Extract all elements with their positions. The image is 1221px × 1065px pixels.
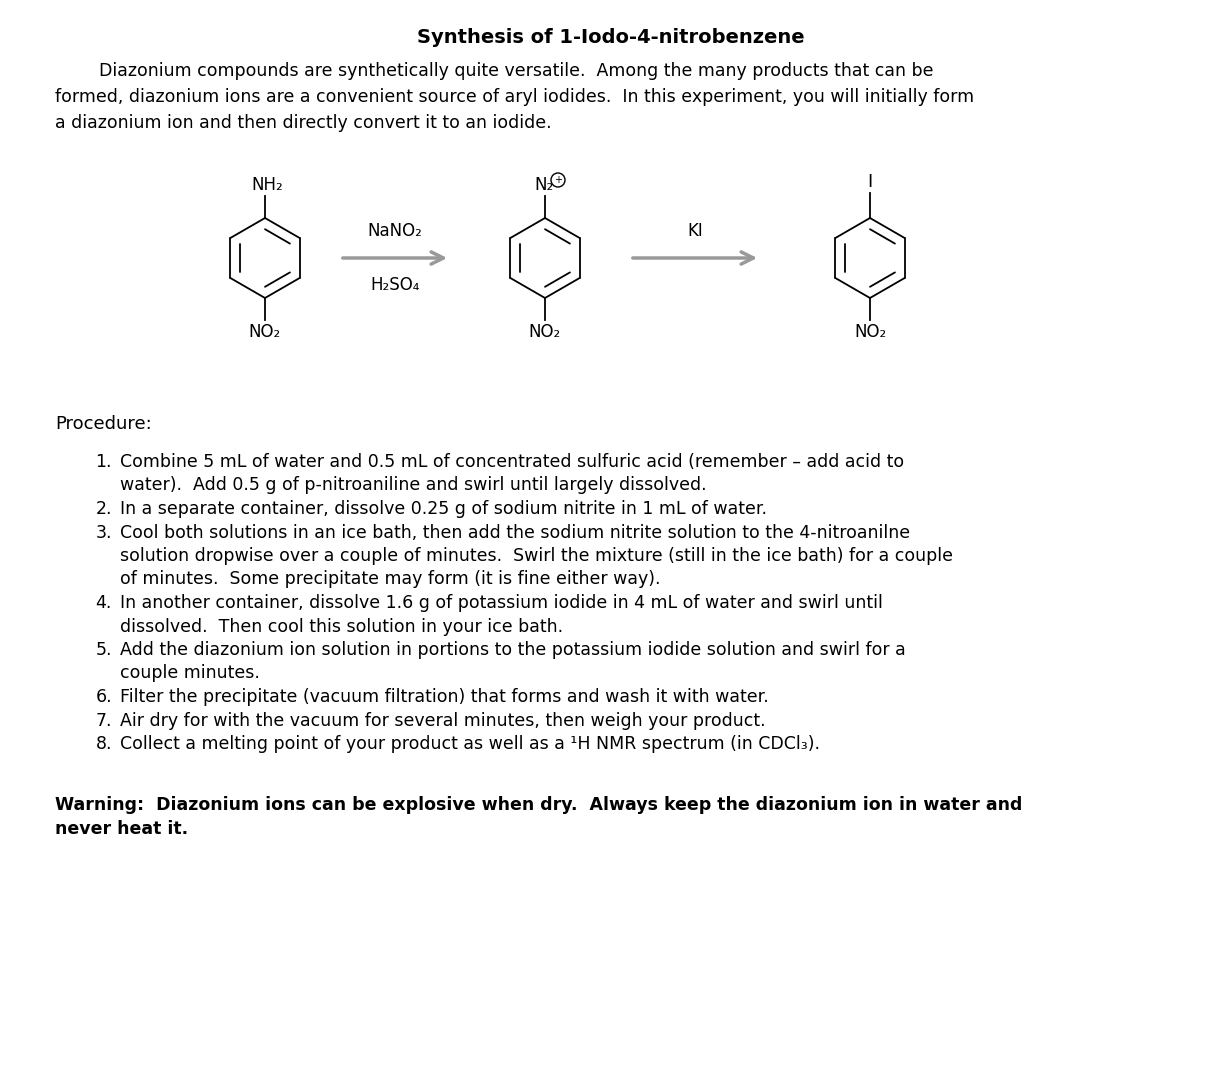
- Text: a diazonium ion and then directly convert it to an iodide.: a diazonium ion and then directly conver…: [55, 114, 552, 132]
- Text: 4.: 4.: [95, 594, 112, 612]
- Text: +: +: [554, 175, 562, 185]
- Text: Cool both solutions in an ice bath, then add the sodium nitrite solution to the : Cool both solutions in an ice bath, then…: [120, 524, 910, 541]
- Text: Diazonium compounds are synthetically quite versatile.  Among the many products : Diazonium compounds are synthetically qu…: [55, 62, 934, 80]
- Text: In another container, dissolve 1.6 g of potassium iodide in 4 mL of water and sw: In another container, dissolve 1.6 g of …: [120, 594, 883, 612]
- Text: NO₂: NO₂: [853, 323, 886, 341]
- Text: KI: KI: [687, 222, 703, 240]
- Text: NO₂: NO₂: [249, 323, 281, 341]
- Text: 2.: 2.: [95, 499, 112, 518]
- Text: 7.: 7.: [95, 711, 112, 730]
- Text: Procedure:: Procedure:: [55, 415, 151, 433]
- Text: Synthesis of 1-Iodo-4-nitrobenzene: Synthesis of 1-Iodo-4-nitrobenzene: [416, 28, 805, 47]
- Text: 3.: 3.: [95, 524, 112, 541]
- Text: Warning:  Diazonium ions can be explosive when dry.  Always keep the diazonium i: Warning: Diazonium ions can be explosive…: [55, 797, 1022, 815]
- Text: never heat it.: never heat it.: [55, 820, 188, 838]
- Text: solution dropwise over a couple of minutes.  Swirl the mixture (still in the ice: solution dropwise over a couple of minut…: [120, 547, 954, 566]
- Text: 1.: 1.: [95, 453, 112, 471]
- Text: Combine 5 mL of water and 0.5 mL of concentrated sulfuric acid (remember – add a: Combine 5 mL of water and 0.5 mL of conc…: [120, 453, 904, 471]
- Text: water).  Add 0.5 g of p-nitroaniline and swirl until largely dissolved.: water). Add 0.5 g of p-nitroaniline and …: [120, 476, 707, 494]
- Text: Air dry for with the vacuum for several minutes, then weigh your product.: Air dry for with the vacuum for several …: [120, 711, 766, 730]
- Text: NaNO₂: NaNO₂: [368, 222, 422, 240]
- Text: of minutes.  Some precipitate may form (it is fine either way).: of minutes. Some precipitate may form (i…: [120, 571, 661, 589]
- Text: N₂: N₂: [535, 176, 553, 194]
- Text: H₂SO₄: H₂SO₄: [370, 276, 420, 294]
- Text: NO₂: NO₂: [529, 323, 562, 341]
- Text: dissolved.  Then cool this solution in your ice bath.: dissolved. Then cool this solution in yo…: [120, 618, 563, 636]
- Text: I: I: [867, 173, 873, 191]
- Text: NH₂: NH₂: [252, 176, 283, 194]
- Text: Add the diazonium ion solution in portions to the potassium iodide solution and : Add the diazonium ion solution in portio…: [120, 641, 906, 659]
- Text: 5.: 5.: [95, 641, 112, 659]
- Text: formed, diazonium ions are a convenient source of aryl iodides.  In this experim: formed, diazonium ions are a convenient …: [55, 88, 974, 107]
- Text: 8.: 8.: [95, 735, 112, 753]
- Text: Collect a melting point of your product as well as a ¹H NMR spectrum (in CDCl₃).: Collect a melting point of your product …: [120, 735, 821, 753]
- Text: 6.: 6.: [95, 688, 112, 706]
- Text: Filter the precipitate (vacuum filtration) that forms and wash it with water.: Filter the precipitate (vacuum filtratio…: [120, 688, 769, 706]
- Text: In a separate container, dissolve 0.25 g of sodium nitrite in 1 mL of water.: In a separate container, dissolve 0.25 g…: [120, 499, 767, 518]
- Text: couple minutes.: couple minutes.: [120, 665, 260, 683]
